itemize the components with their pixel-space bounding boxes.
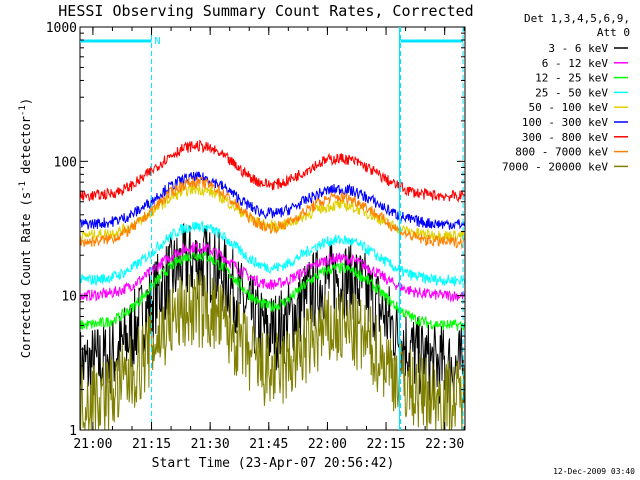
series-line-1 bbox=[79, 242, 466, 303]
x-tick-label: 22:00 bbox=[308, 437, 347, 452]
legend-entry-label-0: 3 - 6 keV bbox=[548, 42, 608, 55]
legend-entry-label-1: 6 - 12 keV bbox=[542, 57, 609, 70]
y-axis-label: Corrected Count Rate (s-1 detector-1) bbox=[18, 98, 33, 358]
x-tick-label: 21:45 bbox=[249, 437, 288, 452]
y-axis-label-sup2: -1 bbox=[18, 105, 28, 116]
x-tick-label: 21:15 bbox=[132, 437, 171, 452]
y-axis-label-sup1: -1 bbox=[18, 181, 28, 192]
y-tick-label: 1000 bbox=[46, 21, 77, 36]
timestamp: 12-Dec-2009 03:40 bbox=[553, 467, 635, 476]
legend-entry-label-7: 800 - 7000 keV bbox=[515, 146, 608, 159]
series-line-7 bbox=[79, 176, 466, 250]
y-tick-label: 1 bbox=[69, 424, 77, 439]
y-tick-label: 10 bbox=[61, 290, 77, 305]
axes-layer: 1 10 100 1000 21:00 21:15 21:30 21:45 22:00 22:15… bbox=[46, 21, 465, 452]
annotation-layer: N bbox=[80, 27, 464, 430]
y-axis-label-main: Corrected Count Rate (s bbox=[19, 192, 33, 358]
legend-entry-label-5: 100 - 300 keV bbox=[522, 116, 608, 129]
legend-entry-label-3: 25 - 50 keV bbox=[535, 86, 608, 99]
series-layer bbox=[79, 139, 466, 431]
x-tick-label: 22:15 bbox=[366, 437, 405, 452]
series-line-8 bbox=[79, 270, 466, 431]
plot-frame bbox=[79, 26, 466, 431]
y-axis-label-end: ) bbox=[19, 98, 33, 105]
x-tick-label: 21:00 bbox=[73, 437, 112, 452]
annotation-n: N bbox=[155, 36, 161, 47]
legend-entry-label-4: 50 - 100 keV bbox=[529, 101, 609, 114]
x-tick-label: 22:30 bbox=[425, 437, 464, 452]
legend-entry-label-6: 300 - 800 keV bbox=[522, 131, 608, 144]
legend: Det 1,3,4,5,6,9, Att 0 3 - 6 keV 6 - 12 k… bbox=[502, 12, 630, 173]
x-tick-label: 21:30 bbox=[191, 437, 230, 452]
y-axis-label-mid: detector bbox=[19, 116, 33, 181]
chart-title: HESSI Observing Summary Count Rates, Cor… bbox=[58, 2, 473, 20]
legend-entry-label-2: 12 - 25 keV bbox=[535, 72, 608, 85]
y-tick-label: 100 bbox=[54, 155, 77, 170]
legend-header-line-2: Att 0 bbox=[597, 26, 630, 39]
x-axis-label: Start Time (23-Apr-07 20:56:42) bbox=[152, 456, 395, 471]
legend-header-line-1: Det 1,3,4,5,6,9, bbox=[524, 12, 630, 25]
legend-entry-label-8: 7000 - 20000 keV bbox=[502, 160, 608, 173]
series-line-6 bbox=[79, 139, 466, 203]
